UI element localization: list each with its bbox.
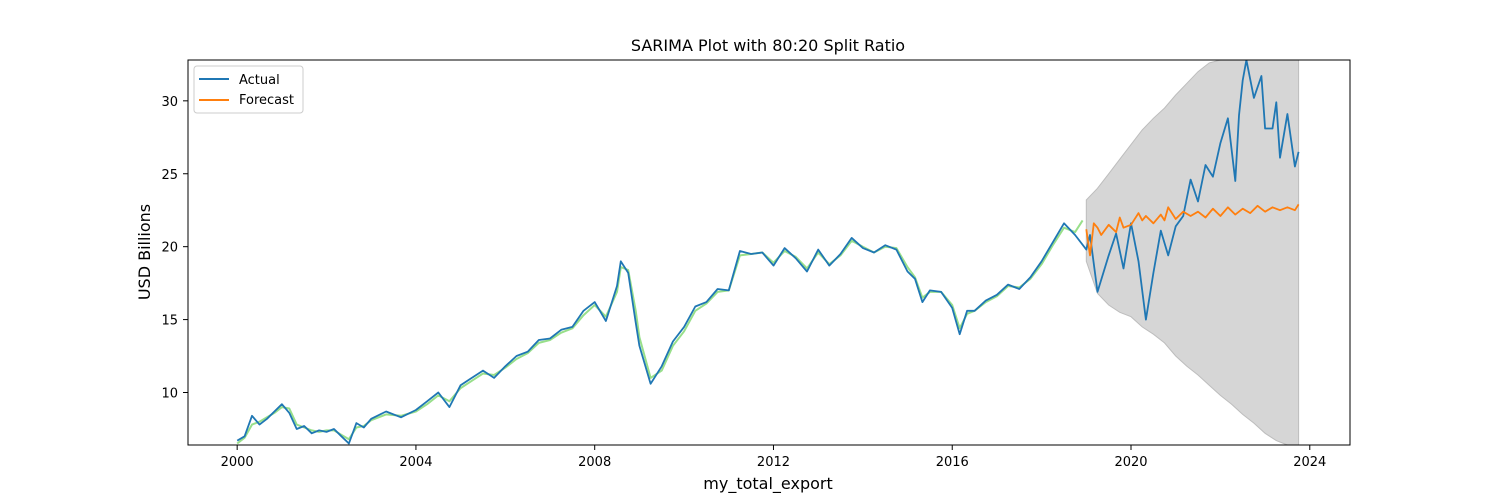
series-line-fitted <box>236 219 1084 445</box>
y-tick-label: 30 <box>161 95 178 110</box>
x-tick-label: 2016 <box>936 455 969 470</box>
plot-frame <box>187 59 1351 446</box>
legend-box <box>193 65 304 114</box>
confidence-band <box>1085 60 1300 445</box>
y-tick-label: 25 <box>161 168 178 183</box>
x-tick-label: 2024 <box>1293 455 1326 470</box>
x-tick-label: 2004 <box>399 455 432 470</box>
series-line-forecast <box>1085 203 1300 257</box>
x-axis-label: my_total_export <box>703 474 832 494</box>
x-tick-label: 2020 <box>1114 455 1147 470</box>
legend-label-forecast: Forecast <box>239 93 294 108</box>
y-tick-label: 20 <box>161 241 178 256</box>
legend: Actual Forecast <box>193 65 304 114</box>
legend-label-actual: Actual <box>239 73 280 88</box>
series-line-actual <box>236 60 1300 445</box>
x-tick-label: 2008 <box>578 455 611 470</box>
y-tick-label: 15 <box>161 314 178 329</box>
plot-area <box>236 60 1300 445</box>
chart-title: SARIMA Plot with 80:20 Split Ratio <box>631 36 905 55</box>
x-tick-label: 2012 <box>757 455 790 470</box>
y-axis: 10 15 20 25 30 <box>161 95 188 402</box>
y-tick-label: 10 <box>161 387 178 402</box>
x-axis: 2000 2004 2008 2012 2016 2020 2024 <box>221 445 1326 470</box>
y-axis-label: USD Billions <box>135 204 154 300</box>
x-tick-label: 2000 <box>221 455 254 470</box>
